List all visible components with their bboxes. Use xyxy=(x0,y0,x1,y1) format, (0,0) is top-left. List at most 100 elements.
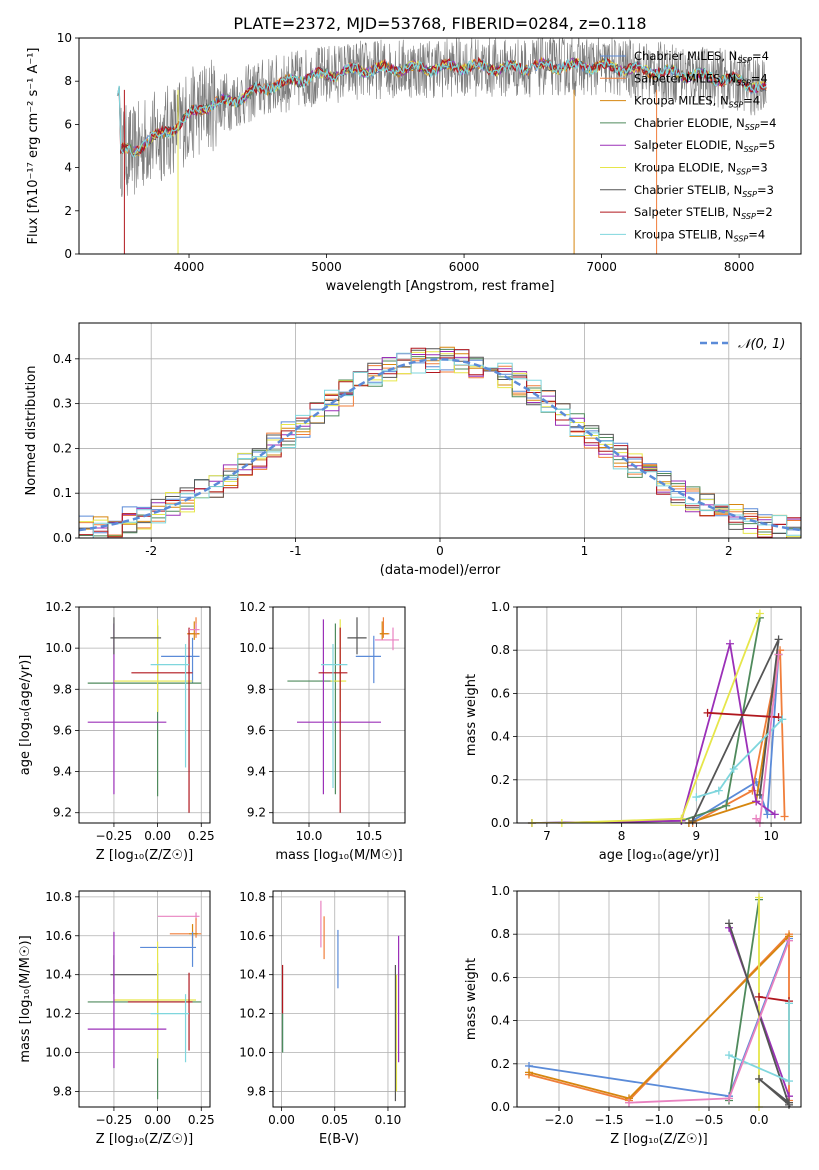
x-tick-label: 10.5 xyxy=(356,829,383,843)
y-tick-label: 10 xyxy=(57,31,72,45)
y-tick-label: 10.0 xyxy=(45,641,72,655)
weight-marker xyxy=(703,708,712,717)
x-tick-label: -1 xyxy=(290,544,302,558)
legend-label: Chabrier STELIB, NSSP=3 xyxy=(634,183,774,199)
y-tick-label: 9.4 xyxy=(247,765,266,779)
x-tick-label: 0.10 xyxy=(375,1113,402,1127)
x-tick-label: 0.05 xyxy=(321,1113,348,1127)
weight-marker xyxy=(755,992,763,1001)
x-tick-label: 5000 xyxy=(311,260,342,274)
weight-line-chabrier_stelib xyxy=(728,923,791,1107)
y-tick-label: 10.0 xyxy=(239,641,266,655)
y-tick-label: 10.8 xyxy=(239,890,266,904)
x-tick-label: 1 xyxy=(581,544,589,558)
histogram-kroupa_stelib xyxy=(79,352,801,538)
y-axis-label: Flux [fλ10⁻¹⁷ erg cm⁻² s⁻¹ A⁻¹] xyxy=(26,48,41,245)
weight-marker xyxy=(774,635,783,644)
histogram-chabrier_stelib xyxy=(79,348,801,538)
weight-marker xyxy=(785,999,793,1008)
y-tick-label: 6 xyxy=(64,117,72,131)
y-tick-label: 0.2 xyxy=(491,1057,510,1071)
spectrum-axes xyxy=(75,37,740,258)
x-tick-label: −0.25 xyxy=(96,829,133,843)
weight-marker xyxy=(785,1098,793,1107)
weight-line-salpeter_stelib xyxy=(707,711,779,719)
x-axis-label: Z [log₁₀(Z/Z☉)] xyxy=(96,848,193,863)
age_vs_mass-frame xyxy=(272,606,406,824)
weight-marker xyxy=(774,650,783,659)
weight-line-kroupa_stelib xyxy=(696,718,783,798)
y-tick-label: 10.8 xyxy=(45,890,72,904)
x-axis-label: (data-model)/error xyxy=(380,563,501,578)
weight-marker xyxy=(780,812,789,821)
residuals-frame xyxy=(78,322,802,539)
x-tick-label: 6000 xyxy=(449,260,480,274)
gaussian-curve xyxy=(79,358,801,532)
x-axis-label: Z [log₁₀(Z/Z☉)] xyxy=(610,1132,707,1147)
x-tick-label: 0.25 xyxy=(188,1113,215,1127)
y-axis-label: mass [log₁₀(M/M☉)] xyxy=(18,935,33,1062)
x-tick-label: 8 xyxy=(618,829,626,843)
weight-marker xyxy=(729,765,738,773)
weight-marker xyxy=(725,1051,733,1060)
legend-label: Salpeter MILES, NSSP=4 xyxy=(634,71,768,87)
x-axis-label: wavelength [Angstrom, rest frame] xyxy=(326,279,555,294)
x-tick-label: 0.0 xyxy=(749,1113,768,1127)
weight-marker xyxy=(755,1074,763,1083)
legend-label: Kroupa MILES, NSSP=4 xyxy=(634,94,760,110)
y-tick-label: 0.2 xyxy=(491,773,510,787)
model-line-kroupa_stelib xyxy=(116,57,767,158)
weight-marker xyxy=(770,810,779,819)
x-axis-label: Z [log₁₀(Z/Z☉)] xyxy=(96,1132,193,1147)
y-tick-label: 9.6 xyxy=(53,723,72,737)
weight-marker xyxy=(722,801,731,810)
age_vs_mass-axes xyxy=(269,606,405,827)
x-tick-label: 0.00 xyxy=(144,829,171,843)
mass_vs_ebv-axes xyxy=(269,891,405,1111)
weight-marker xyxy=(688,816,697,825)
x-tick-label: -2 xyxy=(145,544,157,558)
y-tick-label: 0.3 xyxy=(53,397,72,411)
x-axis-label: age [log₁₀(age/yr)] xyxy=(599,848,720,863)
legend-label: Chabrier ELODIE, NSSP=4 xyxy=(634,116,776,132)
weight-marker xyxy=(755,893,763,902)
y-tick-label: 9.8 xyxy=(53,682,72,696)
y-tick-label: 10.2 xyxy=(239,600,266,614)
y-tick-label: 9.2 xyxy=(247,806,266,820)
model-line-salpeter_stelib xyxy=(116,56,767,156)
y-tick-label: 10.2 xyxy=(45,600,72,614)
weight-marker xyxy=(755,609,764,618)
legend-label: 𝒩(0, 1) xyxy=(738,337,785,352)
y-tick-label: 0 xyxy=(64,247,72,261)
mass_vs_Z-axes xyxy=(75,891,210,1111)
y-axis-label: Normed distribution xyxy=(24,366,39,496)
legend-label: Kroupa ELODIE, NSSP=3 xyxy=(634,161,768,177)
x-tick-label: 0.00 xyxy=(268,1113,295,1127)
weight-marker xyxy=(725,919,733,928)
y-tick-label: 0.0 xyxy=(53,531,72,545)
y-tick-label: 8 xyxy=(64,74,72,88)
x-tick-label: 0.25 xyxy=(188,829,215,843)
y-tick-label: 4 xyxy=(64,161,72,175)
x-tick-label: 8000 xyxy=(724,260,755,274)
x-tick-label: −2.0 xyxy=(544,1113,573,1127)
x-tick-label: −1.0 xyxy=(644,1113,673,1127)
x-tick-label: 2 xyxy=(725,544,733,558)
y-tick-label: 1.0 xyxy=(491,600,510,614)
x-tick-label: 9 xyxy=(693,829,701,843)
x-tick-label: −0.25 xyxy=(96,1113,133,1127)
weight-marker xyxy=(692,793,701,802)
age_vs_Z-frame xyxy=(78,606,211,824)
spectrum-frame xyxy=(78,37,802,255)
y-tick-label: 0.4 xyxy=(491,730,510,744)
legend-label: Salpeter STELIB, NSSP=2 xyxy=(634,205,773,221)
y-tick-label: 0.8 xyxy=(491,643,510,657)
mass_vs_Z-frame xyxy=(78,890,211,1108)
x-tick-label: −1.5 xyxy=(594,1113,623,1127)
y-tick-label: 0.1 xyxy=(53,486,72,500)
y-tick-label: 10.6 xyxy=(239,929,266,943)
x-tick-label: 10.0 xyxy=(296,829,323,843)
x-axis-label: mass [log₁₀(M/M☉)] xyxy=(275,848,402,863)
weight-line-salpeter_stelib xyxy=(758,995,790,1003)
